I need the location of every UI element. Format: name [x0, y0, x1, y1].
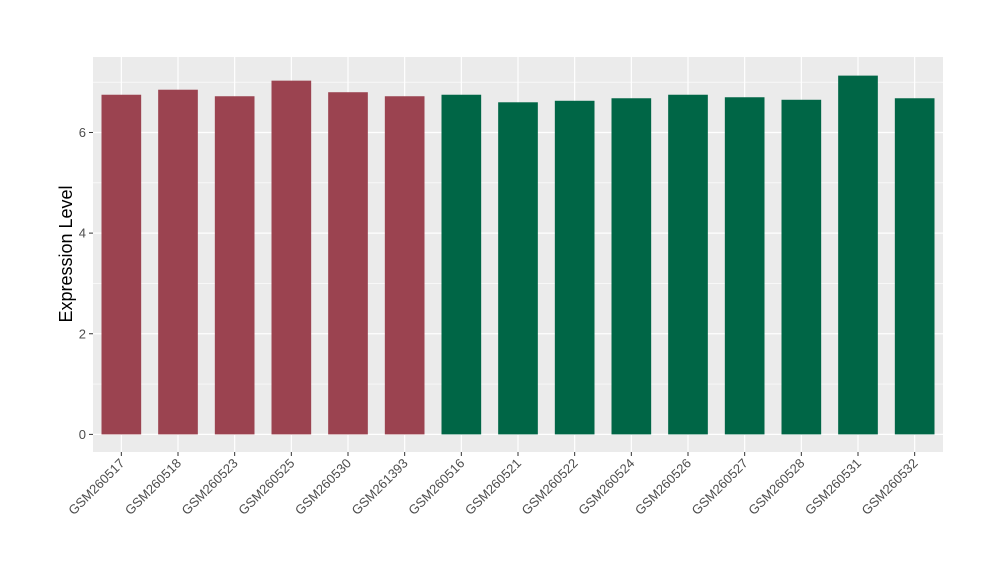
x-tick-label: GSM260523 [179, 456, 241, 518]
x-tick-label: GSM260521 [462, 456, 524, 518]
y-tick-label: 2 [79, 326, 86, 341]
y-tick-label: 4 [79, 226, 86, 241]
x-tick-label: GSM260532 [859, 456, 921, 518]
bar-GSM260522 [554, 100, 595, 435]
x-axis: GSM260517GSM260518GSM260523GSM260525GSM2… [65, 452, 921, 518]
x-tick-label: GSM260525 [235, 456, 297, 518]
x-tick-label: GSM260522 [519, 456, 581, 518]
bars [101, 75, 935, 435]
bar-GSM260532 [894, 98, 935, 435]
bar-GSM260518 [158, 89, 198, 435]
bar-GSM260523 [214, 96, 255, 435]
bar-GSM260531 [838, 75, 878, 435]
x-tick-label: GSM260516 [405, 456, 467, 518]
x-tick-label: GSM260518 [122, 456, 184, 518]
bar-GSM260525 [271, 80, 312, 435]
x-tick-label: GSM260528 [745, 456, 807, 518]
bar-GSM260517 [101, 94, 142, 435]
y-tick-label: 0 [79, 427, 86, 442]
x-tick-label: GSM260524 [575, 456, 637, 518]
x-tick-label: GSM260526 [632, 456, 694, 518]
x-tick-label: GSM260527 [689, 456, 751, 518]
bar-GSM260526 [668, 94, 708, 435]
bar-GSM260527 [724, 97, 765, 435]
x-tick-label: GSM260531 [802, 456, 864, 518]
bar-GSM260521 [498, 102, 538, 435]
y-axis-title: Expression Level [56, 185, 76, 322]
bar-GSM260524 [611, 98, 652, 435]
x-tick-label: GSM261393 [349, 456, 411, 518]
bar-GSM260516 [441, 94, 482, 435]
bar-GSM260528 [781, 99, 822, 435]
bar-GSM260530 [328, 92, 368, 435]
y-tick-label: 6 [79, 125, 86, 140]
x-tick-label: GSM260517 [65, 456, 127, 518]
bar-GSM261393 [384, 96, 425, 435]
y-axis: 0 2 4 6 [79, 125, 93, 442]
x-tick-label: GSM260530 [292, 456, 354, 518]
